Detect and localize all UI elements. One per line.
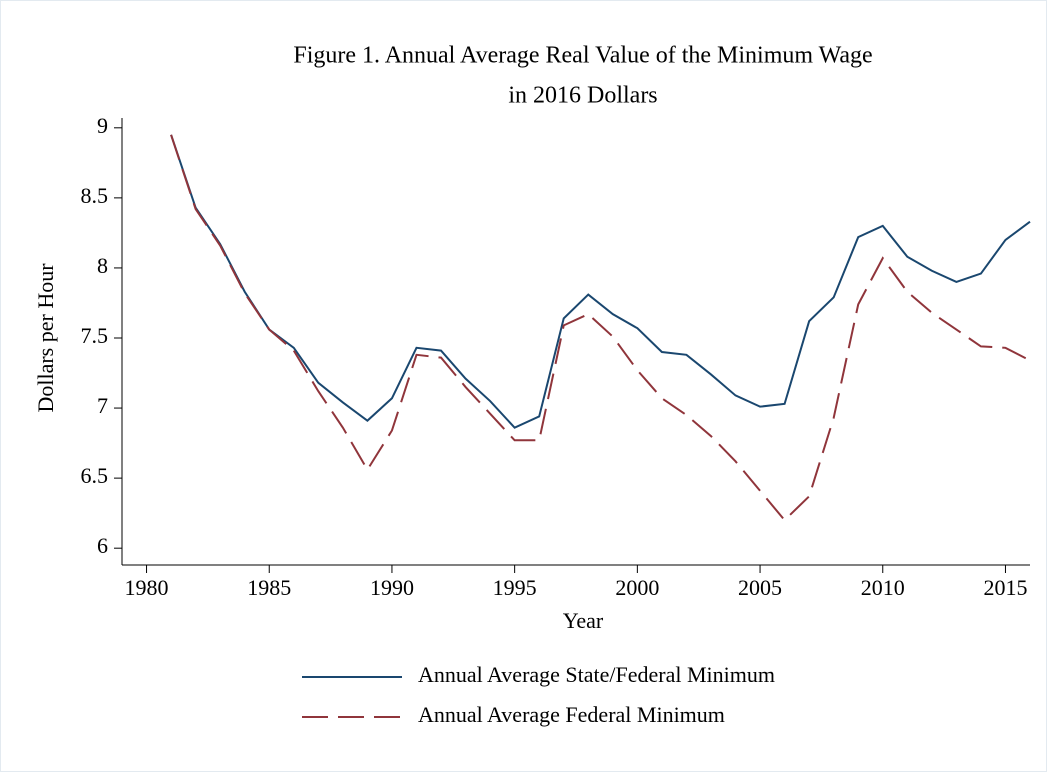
x-tick-label: 1995 [493,575,537,600]
series-line [170,134,1031,522]
x-tick-label: 1980 [125,575,169,600]
y-tick-label: 6.5 [81,463,109,488]
chart-title: in 2016 Dollars [508,83,657,109]
y-axis-label: Dollars per Hour [33,263,58,413]
x-tick-label: 2000 [615,575,659,600]
legend-label: Annual Average Federal Minimum [418,702,725,727]
x-tick-label: 1985 [247,575,291,600]
x-tick-label: 1990 [370,575,414,600]
chart-title: Figure 1. Annual Average Real Value of t… [293,43,872,69]
y-tick-label: 7 [97,393,108,418]
y-tick-label: 9 [97,113,108,138]
x-tick-label: 2005 [738,575,782,600]
x-tick-label: 2010 [861,575,905,600]
x-tick-label: 2015 [983,575,1027,600]
series-line [170,134,1031,429]
x-axis-label: Year [563,608,604,633]
y-tick-label: 6 [97,533,108,558]
y-tick-label: 7.5 [81,323,109,348]
legend-label: Annual Average State/Federal Minimum [418,662,775,687]
y-tick-label: 8 [97,253,108,278]
y-tick-label: 8.5 [81,183,109,208]
